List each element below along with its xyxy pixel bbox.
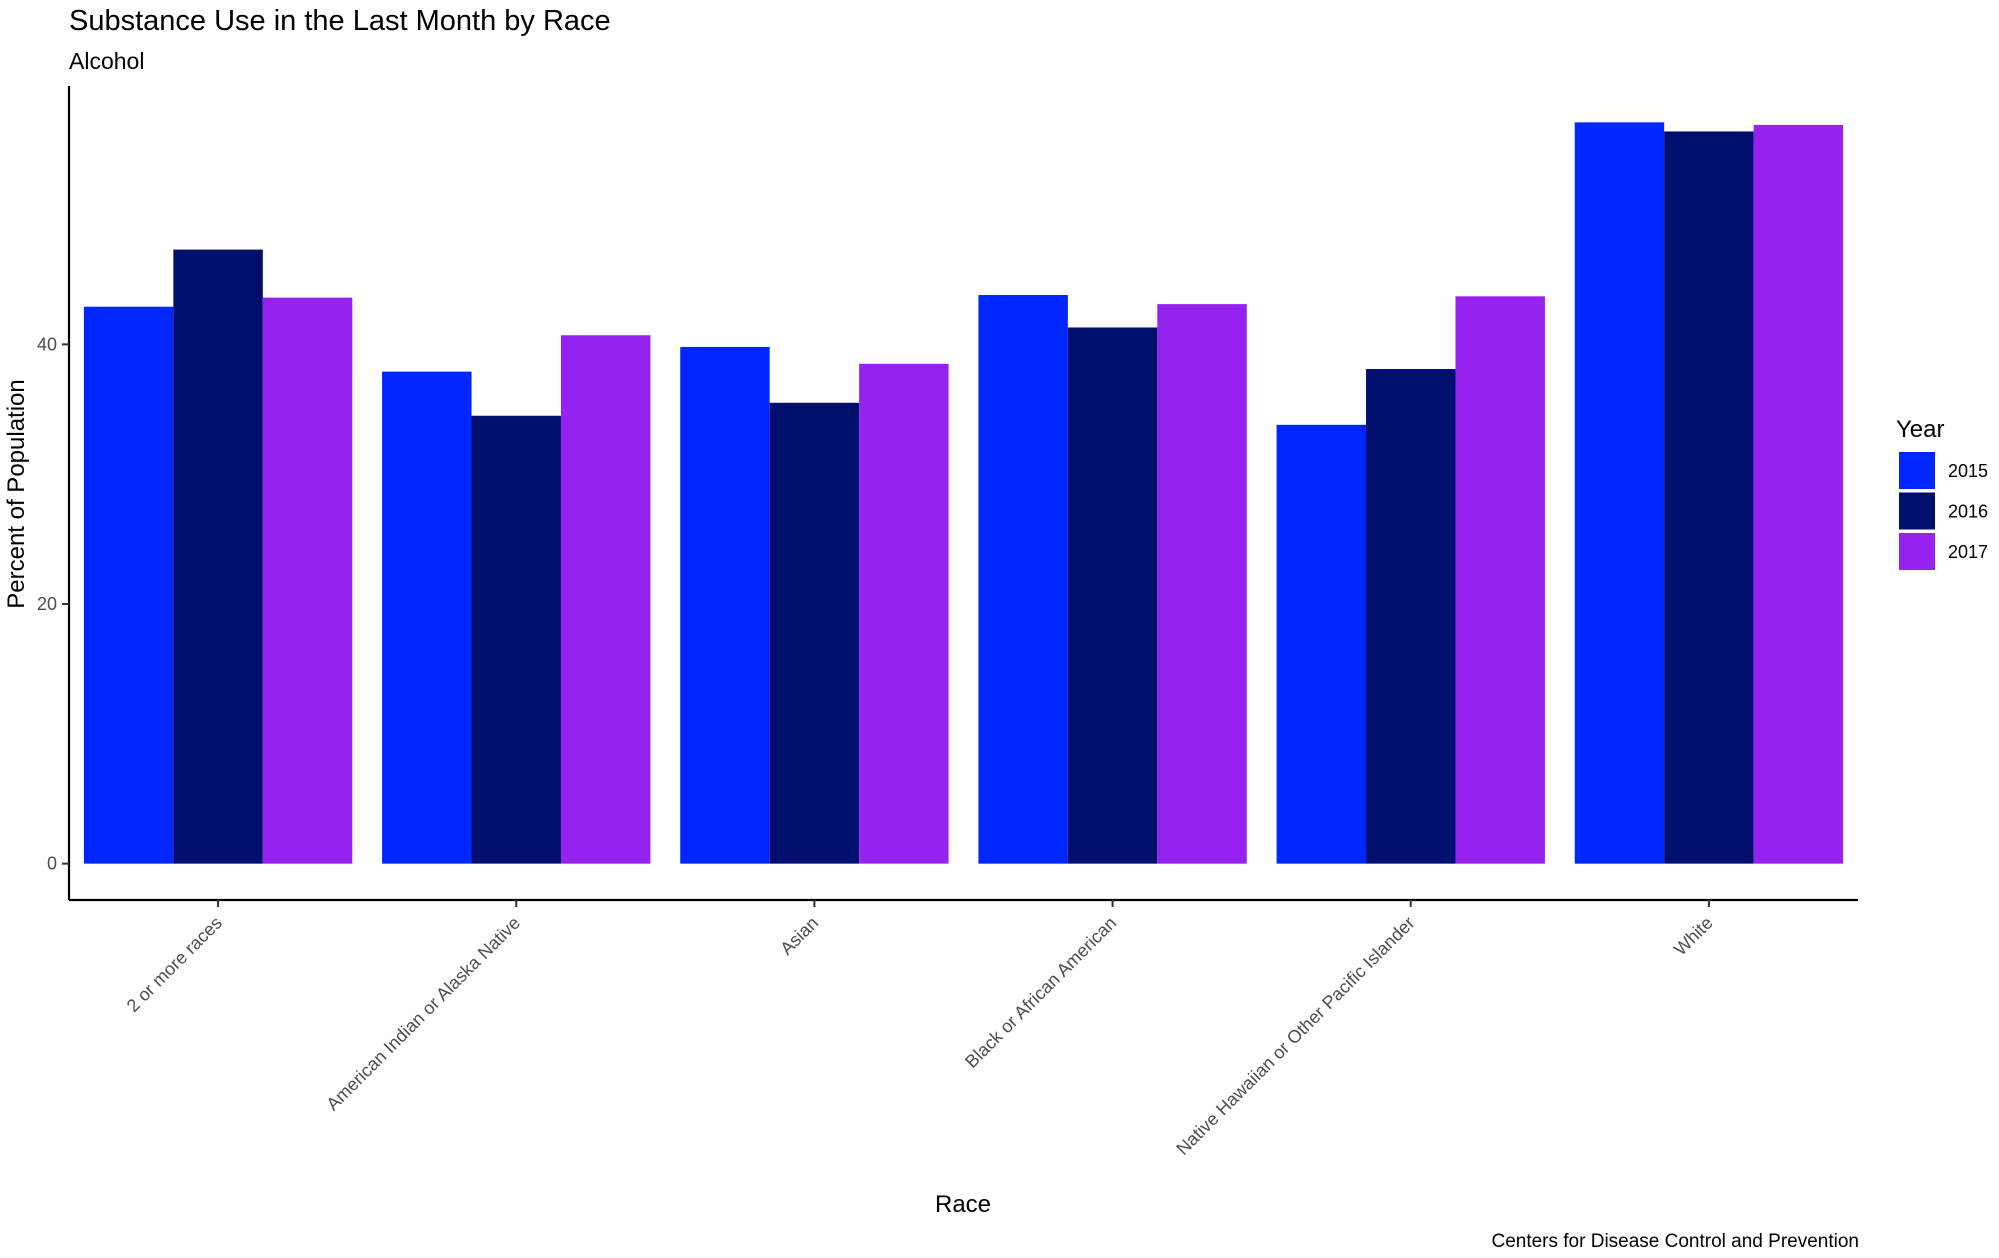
bar-2015-0 (83, 306, 174, 864)
bar-2015-4 (1276, 424, 1367, 864)
bar-2016-2 (769, 402, 860, 864)
chart-title: Substance Use in the Last Month by Race (69, 5, 611, 37)
bar-2016-3 (1067, 327, 1158, 864)
legend-label-2015: 2015 (1948, 461, 1988, 481)
bar-2017-5 (1753, 124, 1844, 864)
y-tick-label: 0 (47, 854, 57, 874)
legend-key-2017 (1899, 533, 1935, 570)
x-tick-label: American Indian or Alaska Native (322, 913, 524, 1115)
bar-2015-3 (978, 295, 1068, 864)
chart-subtitle: Alcohol (69, 48, 144, 74)
bar-2016-5 (1664, 131, 1754, 864)
legend-label-2016: 2016 (1948, 502, 1988, 522)
x-axis-title: Race (935, 1191, 991, 1218)
y-tick-label: 20 (37, 594, 57, 614)
bar-2015-5 (1574, 122, 1665, 864)
y-axis-title: Percent of Population (3, 379, 30, 609)
legend-label-2017: 2017 (1948, 542, 1988, 562)
bar-2016-1 (471, 415, 561, 864)
bar-2017-4 (1455, 296, 1545, 864)
x-tick-label: White (1670, 913, 1717, 960)
x-tick-label: Native Hawaiian or Other Pacific Islande… (1172, 913, 1418, 1159)
chart-caption: Centers for Disease Control and Preventi… (1491, 1231, 1859, 1252)
legend-key-2016 (1899, 492, 1935, 530)
bar-2016-0 (173, 249, 263, 864)
x-tick-label: Black or African American (961, 913, 1120, 1072)
legend-key-2015 (1899, 452, 1935, 489)
bar-2017-0 (262, 297, 353, 864)
bar-2017-2 (859, 363, 949, 864)
y-tick-label: 40 (37, 334, 57, 354)
bar-2017-1 (560, 335, 651, 864)
x-tick-label: Asian (776, 913, 822, 959)
x-tick-label: 2 or more races (123, 913, 226, 1016)
bar-2016-4 (1366, 369, 1456, 864)
bar-2015-1 (382, 371, 472, 864)
bar-2015-2 (680, 346, 770, 864)
bars-layer (83, 122, 1844, 864)
legend-title: Year (1896, 416, 1945, 443)
bar-2017-3 (1157, 304, 1247, 864)
